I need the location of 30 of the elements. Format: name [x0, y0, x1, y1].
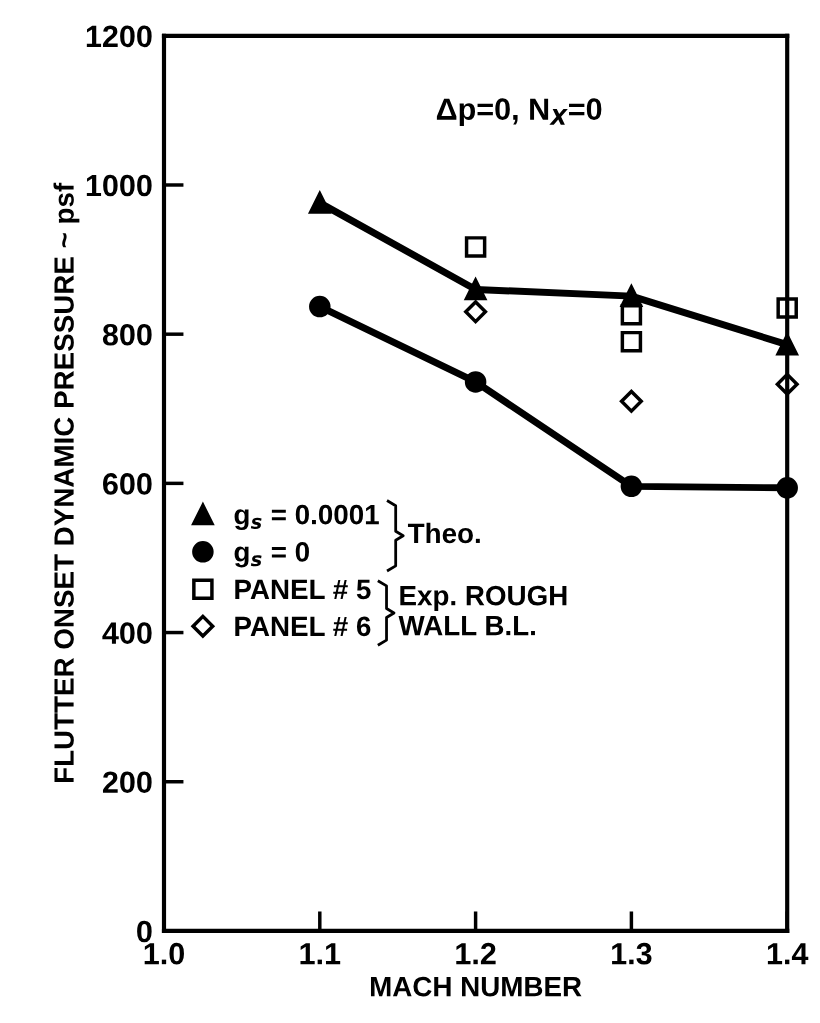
- annotation: Δp=0, N$_{X}$=0: [436, 98, 602, 126]
- legend-label: PANEL # 6: [235, 616, 371, 637]
- y-tick-label: 1000: [86, 174, 152, 197]
- point: [464, 300, 488, 324]
- annotation: Exp. ROUGH WALL B.L.: [398, 585, 567, 636]
- annotation: Theo.: [407, 522, 480, 544]
- legend-label: g$_{s}$ = 0.0001: [234, 504, 379, 531]
- point: [309, 192, 331, 214]
- y-tick-label: 400: [102, 622, 152, 644]
- point: [620, 475, 643, 498]
- x-tick-label: 1.4: [767, 943, 809, 965]
- point: [619, 389, 643, 413]
- point: [620, 304, 643, 326]
- x-tick-label: 1.0: [144, 942, 184, 965]
- point: [620, 330, 643, 353]
- x-tick-label: 1.1: [300, 943, 341, 965]
- point: [464, 371, 487, 393]
- y-tick-label: 0: [137, 920, 152, 943]
- x-axis-title: MACH NUMBER: [370, 976, 582, 997]
- y-axis-title: FLUTTER ONSET DYNAMIC PRESSURE ~ psf: [53, 182, 80, 783]
- y-tick-label: 800: [102, 323, 152, 346]
- x-tick-label: 1.2: [456, 942, 496, 965]
- y-tick-label: 200: [102, 771, 152, 794]
- point: [309, 295, 331, 318]
- legend-label: PANEL # 5: [235, 579, 371, 600]
- point: [464, 236, 487, 258]
- x-tick-label: 1.3: [612, 942, 652, 965]
- legend-label: g$_{s}$ = 0: [234, 542, 309, 568]
- y-tick-label: 1200: [86, 25, 152, 48]
- y-tick-label: 600: [103, 473, 152, 495]
